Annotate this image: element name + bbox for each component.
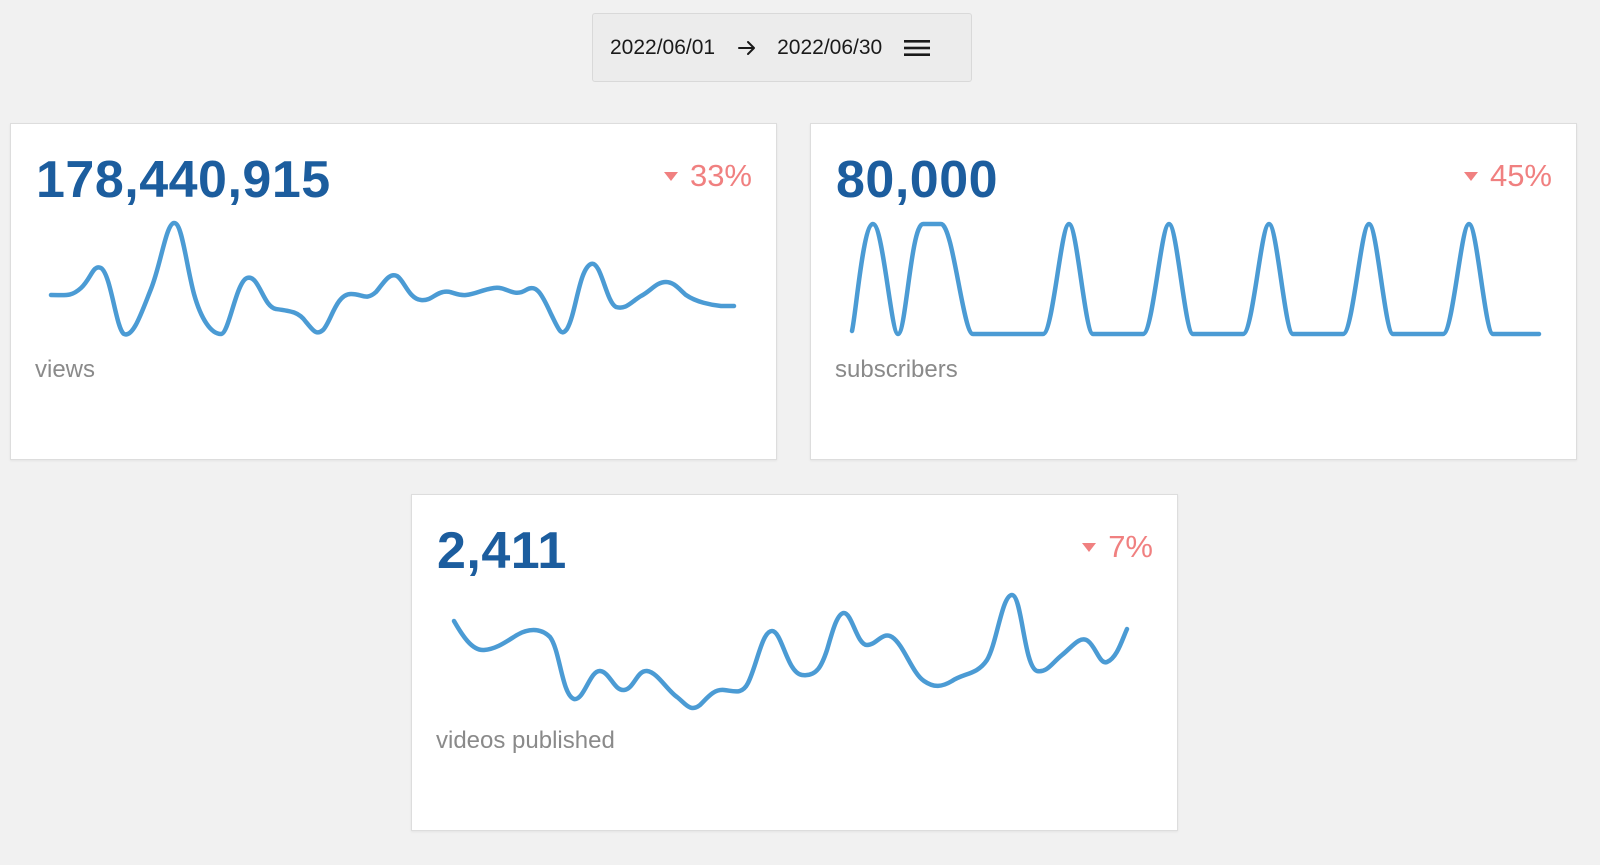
- metric-label: videos published: [436, 727, 615, 754]
- metric-label: views: [35, 356, 96, 383]
- metric-card-subscribers: 80,000 45% subscribers: [810, 123, 1577, 460]
- caret-down-icon: [663, 171, 678, 181]
- caret-down-icon: [1463, 171, 1478, 181]
- change-badge: 45%: [1463, 158, 1552, 194]
- start-date[interactable]: 2022/06/01: [610, 35, 716, 59]
- videos-sparkline: [451, 592, 1130, 711]
- menu-icon[interactable]: [903, 37, 931, 59]
- change-percent: 45%: [1489, 158, 1552, 193]
- metric-value: 178,440,915: [36, 151, 331, 209]
- sparkline-path: [48, 220, 737, 337]
- date-range-picker[interactable]: 2022/06/01 2022/06/30: [592, 13, 972, 82]
- views-sparkline: [48, 220, 737, 337]
- end-date[interactable]: 2022/06/30: [777, 35, 883, 59]
- subscribers-sparkline: [849, 221, 1542, 337]
- metric-label: subscribers: [835, 356, 958, 383]
- metric-value: 2,411: [437, 522, 567, 580]
- change-badge: 7%: [1082, 529, 1153, 565]
- sparkline-path: [849, 221, 1542, 337]
- metric-card-views: 178,440,915 33% views: [10, 123, 777, 460]
- change-badge: 33%: [663, 158, 752, 194]
- change-percent: 33%: [689, 158, 752, 193]
- metric-card-videos-published: 2,411 7% videos published: [411, 494, 1178, 831]
- metric-value: 80,000: [836, 151, 999, 209]
- caret-down-icon: [1082, 542, 1097, 552]
- arrow-right-icon: [737, 38, 757, 58]
- sparkline-path: [451, 592, 1130, 711]
- change-percent: 7%: [1108, 529, 1153, 564]
